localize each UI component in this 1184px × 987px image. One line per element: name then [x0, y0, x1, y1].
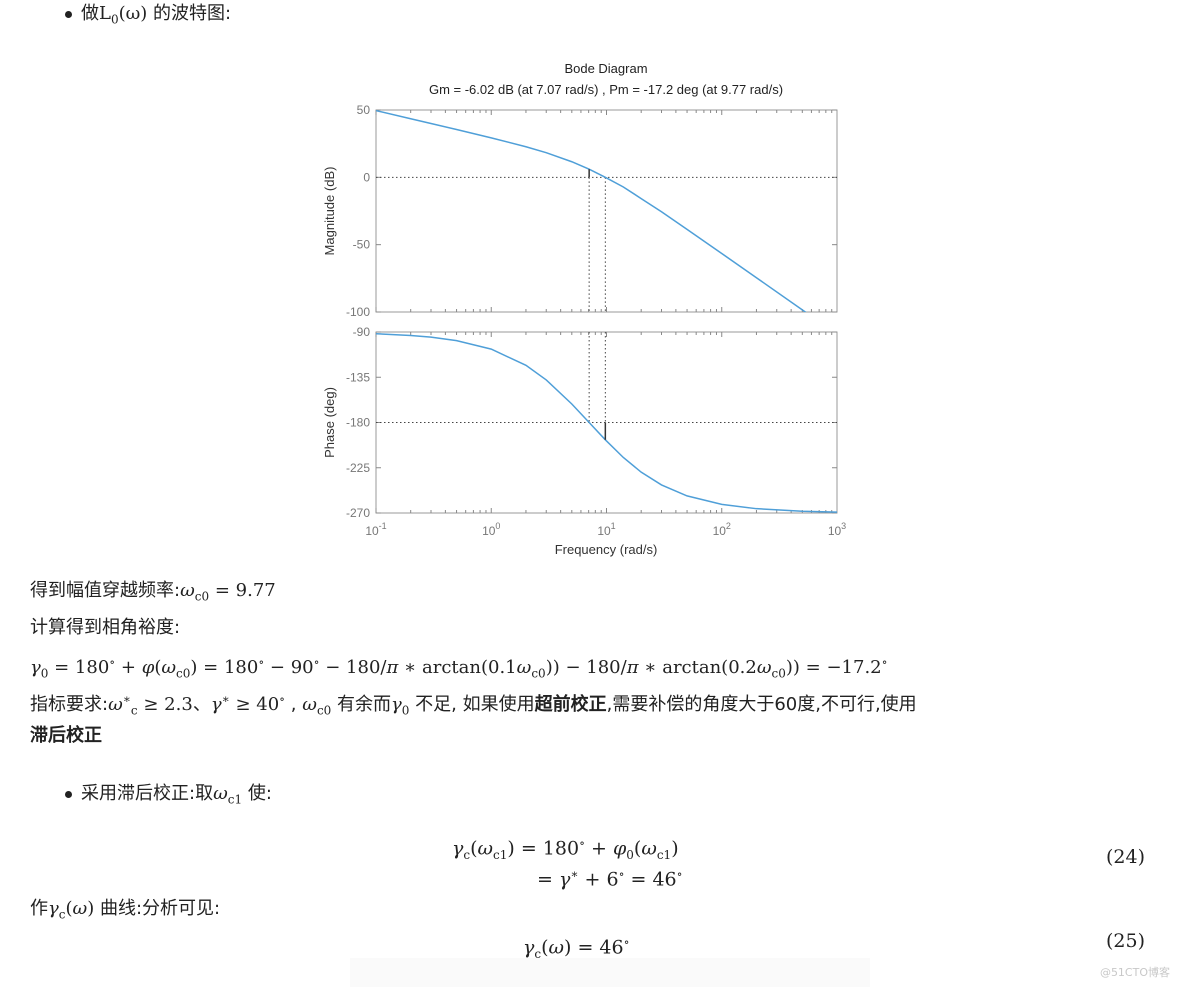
text: ,需要补偿的角度大于60度,不可行,使用 — [606, 694, 917, 715]
bold-text: 超前校正 — [534, 694, 607, 715]
y-tick-label: -225 — [346, 461, 370, 475]
text: 有余而 — [331, 694, 392, 715]
gamma-equation: γ0 = 180∘ + φ(ωc0) = 180∘ − 90∘ − 180/π … — [30, 655, 888, 681]
y-tick-label: -90 — [353, 325, 371, 339]
math-L0: L0(ω) — [99, 3, 148, 27]
x-tick-label: 100 — [482, 521, 500, 538]
x-tick-label: 101 — [597, 521, 615, 538]
plot-area-0 — [375, 109, 838, 313]
text: 做 — [81, 3, 99, 24]
x-tick-label: 102 — [713, 521, 731, 538]
text: 作 — [30, 898, 48, 919]
y-tick-label: -180 — [346, 416, 370, 430]
chart-subtitle: Gm = -6.02 dB (at 7.07 rad/s) , Pm = -17… — [429, 82, 783, 97]
chart-title: Bode Diagram — [564, 61, 647, 76]
bullet-bode: 做L0(ω) 的波特图: — [65, 2, 231, 32]
text: , — [285, 694, 297, 715]
y-tick-label: 50 — [357, 103, 371, 117]
math: ωc0 = 9.77 — [180, 580, 276, 604]
text: 、 — [192, 694, 211, 715]
bode-diagram: Bode Diagram Gm = -6.02 dB (at 7.07 rad/s… — [322, 61, 846, 557]
x-tick-label: 103 — [828, 521, 846, 538]
eq24-line2: = γ∗ + 6∘ = 46∘ — [537, 867, 683, 891]
watermark: @51CTO博客 — [1099, 966, 1170, 979]
requirement-line: 指标要求:ω∗c ≥ 2.3、γ∗ ≥ 40∘ , ωc0 有余而γ0 不足, … — [30, 687, 917, 723]
eq24-line1: γc(ωc1) = 180∘ + φ0(ωc1) — [452, 836, 679, 863]
math: ωc0 — [302, 694, 332, 718]
bullet-dot — [65, 790, 72, 798]
math: ω∗c ≥ 2.3 — [108, 692, 193, 718]
wc0-line: 得到幅值穿越频率:ωc0 = 9.77 — [30, 579, 276, 609]
bullet-lag: 采用滞后校正:取ωc1 使: — [65, 782, 272, 812]
text: 指标要求: — [30, 694, 109, 715]
y-tick-label: -135 — [346, 370, 370, 384]
text: 采用滞后校正:取 — [81, 783, 214, 804]
math: γ∗ ≥ 40∘ — [210, 692, 286, 715]
pm-label: 计算得到相角裕度: — [30, 617, 181, 638]
eq25-number: (25) — [1106, 930, 1146, 952]
x-tick-label: 10-1 — [365, 521, 386, 538]
y-tick-label: -100 — [346, 305, 370, 319]
series-line-1 — [376, 332, 837, 513]
series-line-0 — [376, 110, 807, 312]
math: γc(ω) — [48, 898, 95, 922]
eq25: γc(ω) = 46∘ — [523, 935, 630, 962]
text: 的波特图: — [147, 3, 232, 24]
text: 得到幅值穿越频率: — [30, 580, 181, 601]
y-tick-label: -270 — [346, 506, 370, 520]
y-tick-label: 0 — [363, 170, 370, 184]
lag-correction: 滞后校正 — [30, 724, 102, 748]
eq24-number: (24) — [1106, 846, 1146, 868]
bullet-dot — [65, 10, 72, 18]
math: ωc1 — [213, 783, 243, 807]
math: γ0 — [391, 694, 410, 718]
text: 使: — [242, 783, 272, 804]
bold-text: 滞后校正 — [30, 725, 102, 746]
curve-line: 作γc(ω) 曲线:分析可见: — [30, 897, 220, 927]
text: 不足, 如果使用 — [409, 694, 535, 715]
y-tick-label: -50 — [353, 238, 371, 252]
faded-region — [350, 958, 870, 987]
y-axis-label: Phase (deg) — [322, 387, 337, 458]
x-axis-label: Frequency (rad/s) — [555, 542, 658, 557]
text: 曲线:分析可见: — [94, 898, 221, 919]
y-axis-label: Magnitude (dB) — [322, 167, 337, 256]
